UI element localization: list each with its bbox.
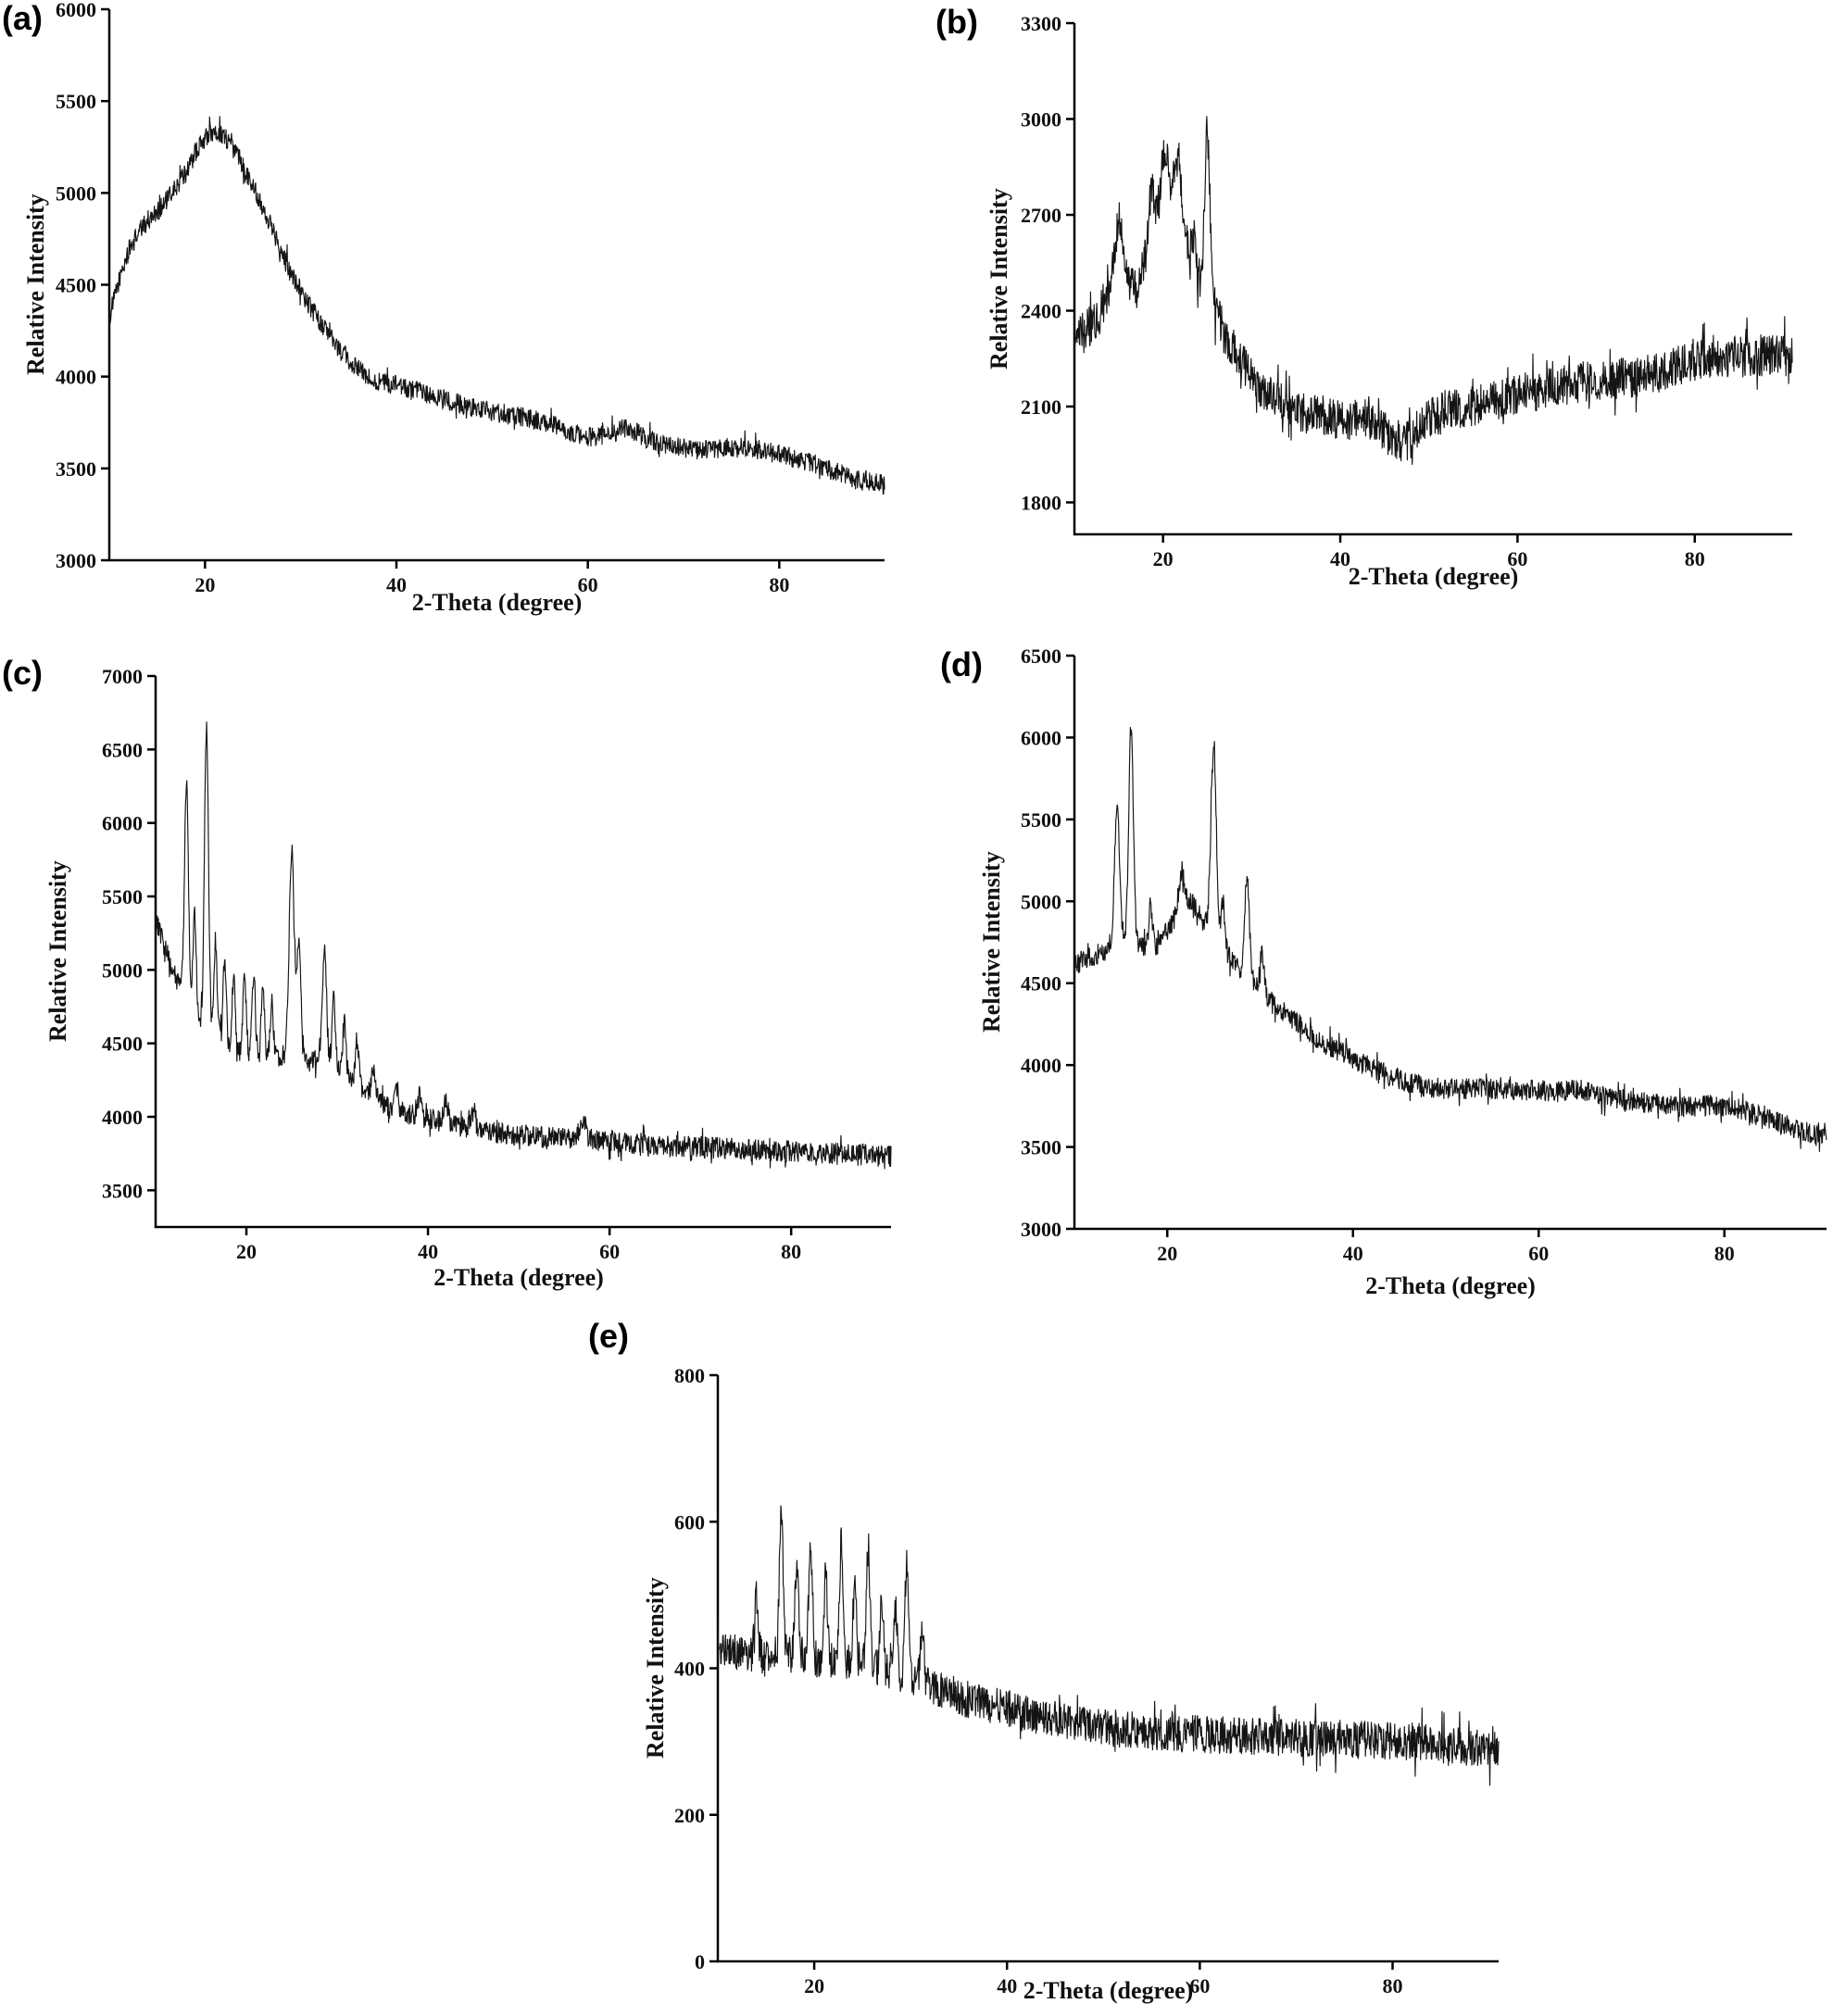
svg-text:40: 40 bbox=[1343, 1242, 1363, 1265]
svg-text:3500: 3500 bbox=[102, 1179, 143, 1202]
svg-text:4000: 4000 bbox=[1021, 1054, 1061, 1077]
svg-text:7000: 7000 bbox=[102, 667, 143, 688]
svg-text:40: 40 bbox=[418, 1240, 438, 1263]
svg-text:6000: 6000 bbox=[56, 0, 96, 21]
plot-area-a: 3000 3500 4000 4500 5000 5500 6000 20 40 60 80 bbox=[31, 0, 894, 602]
plot-area-b: 1800 2100 2400 2700 3000 3300 20 40 60 80 bbox=[996, 12, 1802, 576]
y-axis-label-c: Relative Intensity bbox=[44, 860, 71, 1043]
svg-text:4000: 4000 bbox=[102, 1106, 143, 1129]
svg-text:4500: 4500 bbox=[102, 1033, 143, 1056]
x-axis-label-e: 2-Theta (degree) bbox=[1023, 1977, 1194, 2004]
svg-text:6500: 6500 bbox=[102, 738, 143, 761]
svg-text:3000: 3000 bbox=[1021, 1218, 1061, 1241]
svg-text:40: 40 bbox=[1330, 547, 1350, 570]
svg-text:60: 60 bbox=[1507, 547, 1527, 570]
svg-text:2100: 2100 bbox=[1021, 395, 1061, 419]
svg-text:5000: 5000 bbox=[56, 182, 96, 205]
svg-text:3000: 3000 bbox=[56, 549, 96, 572]
chart-panel-d: (d) Relative Intensity 3000 3500 4000 4500 5… bbox=[926, 639, 1833, 1306]
plot-area-d: 3000 3500 4000 4500 5000 5500 6000 6500 20 40 60 80 bbox=[996, 645, 1833, 1271]
svg-text:5000: 5000 bbox=[102, 958, 143, 982]
svg-text:2700: 2700 bbox=[1021, 204, 1061, 227]
plot-area-e: 0 200 400 600 800 20 40 60 80 bbox=[639, 1364, 1508, 2003]
svg-text:60: 60 bbox=[1189, 1974, 1210, 1997]
panel-label-e: (e) bbox=[588, 1317, 629, 1355]
svg-text:3000: 3000 bbox=[1021, 108, 1061, 131]
svg-text:3300: 3300 bbox=[1021, 14, 1061, 35]
svg-text:80: 80 bbox=[1714, 1242, 1735, 1265]
svg-text:80: 80 bbox=[781, 1240, 801, 1263]
x-axis-label-a: 2-Theta (degree) bbox=[411, 589, 583, 616]
svg-text:1800: 1800 bbox=[1021, 492, 1061, 515]
svg-text:6000: 6000 bbox=[102, 812, 143, 835]
svg-text:6500: 6500 bbox=[1021, 646, 1061, 668]
svg-text:2400: 2400 bbox=[1021, 300, 1061, 323]
svg-text:40: 40 bbox=[386, 573, 407, 596]
chart-panel-a: (a) Relative Intensity 3000 3500 4000 4500 5… bbox=[0, 0, 917, 644]
svg-text:4500: 4500 bbox=[56, 274, 96, 297]
svg-text:0: 0 bbox=[695, 1950, 705, 1973]
svg-text:80: 80 bbox=[1685, 547, 1705, 570]
chart-panel-c: (c) Relative Intensity 3500 4000 4500 5000 5… bbox=[0, 644, 917, 1296]
svg-text:60: 60 bbox=[599, 1240, 620, 1263]
chart-panel-b: (b) Relative Intensity 1800 2100 2400 2700 3… bbox=[926, 0, 1833, 616]
svg-text:20: 20 bbox=[195, 573, 215, 596]
svg-text:5500: 5500 bbox=[1021, 808, 1061, 832]
svg-text:20: 20 bbox=[236, 1240, 257, 1263]
panel-label-d: (d) bbox=[940, 645, 983, 683]
svg-text:200: 200 bbox=[674, 1804, 705, 1827]
plot-area-c: 3500 4000 4500 5000 5500 6000 6500 7000 20 40 60 80 bbox=[77, 665, 900, 1269]
svg-text:60: 60 bbox=[1528, 1242, 1549, 1265]
svg-text:800: 800 bbox=[674, 1366, 705, 1387]
svg-text:4500: 4500 bbox=[1021, 972, 1061, 995]
svg-text:600: 600 bbox=[674, 1510, 705, 1534]
svg-text:20: 20 bbox=[804, 1974, 824, 1997]
panel-label-a: (a) bbox=[2, 0, 43, 37]
svg-text:40: 40 bbox=[997, 1974, 1017, 1997]
svg-text:5500: 5500 bbox=[56, 90, 96, 113]
svg-text:4000: 4000 bbox=[56, 366, 96, 389]
svg-text:80: 80 bbox=[769, 573, 789, 596]
panel-label-c: (c) bbox=[2, 654, 43, 692]
panel-label-b: (b) bbox=[935, 3, 978, 41]
svg-text:20: 20 bbox=[1153, 547, 1174, 570]
svg-text:6000: 6000 bbox=[1021, 726, 1061, 749]
svg-text:3500: 3500 bbox=[56, 457, 96, 481]
svg-text:5000: 5000 bbox=[1021, 890, 1061, 913]
chart-panel-e: (e) Relative Intensity 0 200 400 600 800 20 40… bbox=[500, 1310, 1555, 2016]
svg-text:3500: 3500 bbox=[1021, 1136, 1061, 1159]
svg-text:5500: 5500 bbox=[102, 885, 143, 908]
x-axis-label-b: 2-Theta (degree) bbox=[1348, 563, 1519, 590]
x-axis-label-c: 2-Theta (degree) bbox=[433, 1264, 604, 1291]
svg-text:20: 20 bbox=[1157, 1242, 1177, 1265]
svg-text:60: 60 bbox=[578, 573, 598, 596]
svg-text:80: 80 bbox=[1383, 1974, 1403, 1997]
x-axis-label-d: 2-Theta (degree) bbox=[1365, 1272, 1536, 1299]
svg-text:400: 400 bbox=[674, 1658, 705, 1681]
